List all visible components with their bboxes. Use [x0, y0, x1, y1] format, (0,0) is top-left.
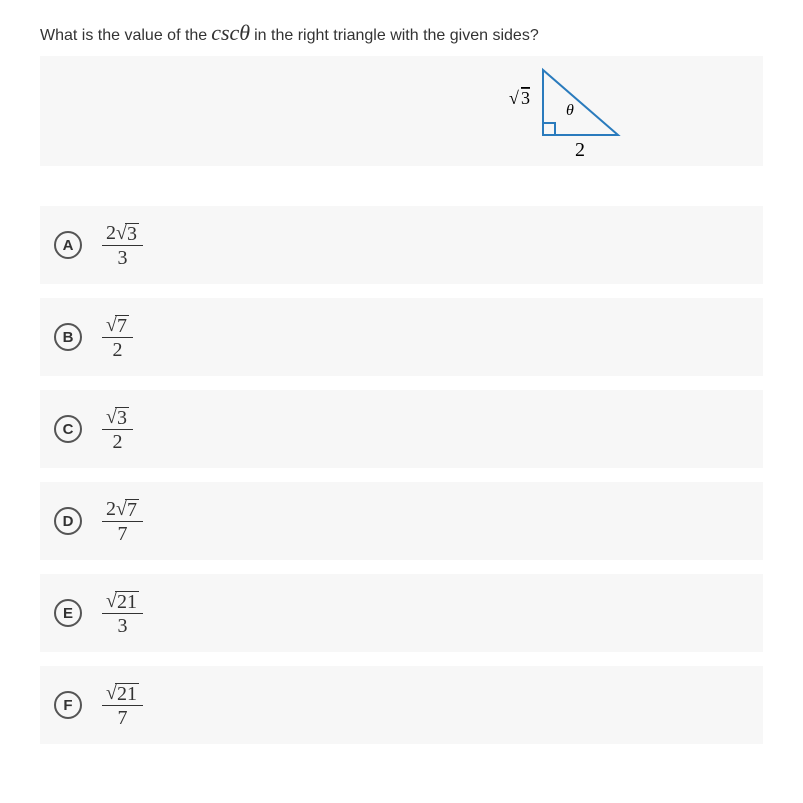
num-coeff: 2 [106, 222, 116, 244]
fraction-denominator: 3 [117, 246, 127, 269]
choice-row[interactable]: B √72 [40, 298, 763, 376]
sqrt-radicand: 7 [125, 499, 139, 520]
triangle-diagram: θ √ 3 2 [503, 60, 643, 160]
choice-letter-badge: D [54, 507, 82, 535]
choice-fraction: √213 [102, 590, 143, 637]
fraction-numerator: 2√7 [102, 498, 143, 522]
sqrt-radicand: 21 [115, 591, 139, 612]
figure-panel: θ √ 3 2 [40, 56, 763, 166]
fraction-denominator: 7 [117, 522, 127, 545]
choice-letter-badge: A [54, 231, 82, 259]
fraction-numerator: √3 [102, 406, 133, 430]
choice-row[interactable]: F √217 [40, 666, 763, 744]
choice-fraction: √217 [102, 682, 143, 729]
num-coeff: 2 [106, 498, 116, 520]
leg-horizontal-value: 2 [575, 139, 585, 160]
fraction-numerator: √21 [102, 590, 143, 614]
sqrt-radicand: 3 [115, 407, 129, 428]
choice-row[interactable]: D 2√77 [40, 482, 763, 560]
sqrt-radicand: 7 [115, 315, 129, 336]
fraction-denominator: 3 [117, 614, 127, 637]
choice-row[interactable]: A 2√33 [40, 206, 763, 284]
sqrt-expr: √7 [106, 314, 129, 336]
choice-letter-badge: F [54, 691, 82, 719]
question-trig: cscθ [211, 20, 250, 46]
fraction-denominator: 2 [112, 338, 122, 361]
choice-row[interactable]: E √213 [40, 574, 763, 652]
sqrt-radicand: 21 [115, 683, 139, 704]
leg-vertical-value: 3 [521, 88, 530, 108]
choice-letter-badge: C [54, 415, 82, 443]
fraction-denominator: 2 [112, 430, 122, 453]
choice-letter-badge: E [54, 599, 82, 627]
sqrt-expr: √21 [106, 682, 139, 704]
choice-fraction: √72 [102, 314, 133, 361]
choice-row[interactable]: C √32 [40, 390, 763, 468]
choices-list: A2√33B√72C√32D2√77E√213F√217 [40, 206, 763, 744]
leg-vertical-sqrt: √ [509, 88, 519, 108]
question-text: What is the value of the cscθ in the rig… [40, 20, 763, 46]
right-angle-marker [543, 123, 555, 135]
fraction-numerator: √21 [102, 682, 143, 706]
fraction-numerator: 2√3 [102, 222, 143, 246]
choice-fraction: √32 [102, 406, 133, 453]
sqrt-expr: √3 [106, 406, 129, 428]
choice-fraction: 2√33 [102, 222, 143, 269]
choice-letter-badge: B [54, 323, 82, 351]
fraction-denominator: 7 [117, 706, 127, 729]
sqrt-expr: √21 [106, 590, 139, 612]
fraction-numerator: √7 [102, 314, 133, 338]
sqrt-expr: √7 [116, 498, 139, 520]
sqrt-radicand: 3 [125, 223, 139, 244]
question-after: in the right triangle with the given sid… [254, 27, 539, 45]
choice-fraction: 2√77 [102, 498, 143, 545]
angle-label: θ [566, 102, 574, 119]
question-before: What is the value of the [40, 27, 207, 45]
sqrt-expr: √3 [116, 222, 139, 244]
